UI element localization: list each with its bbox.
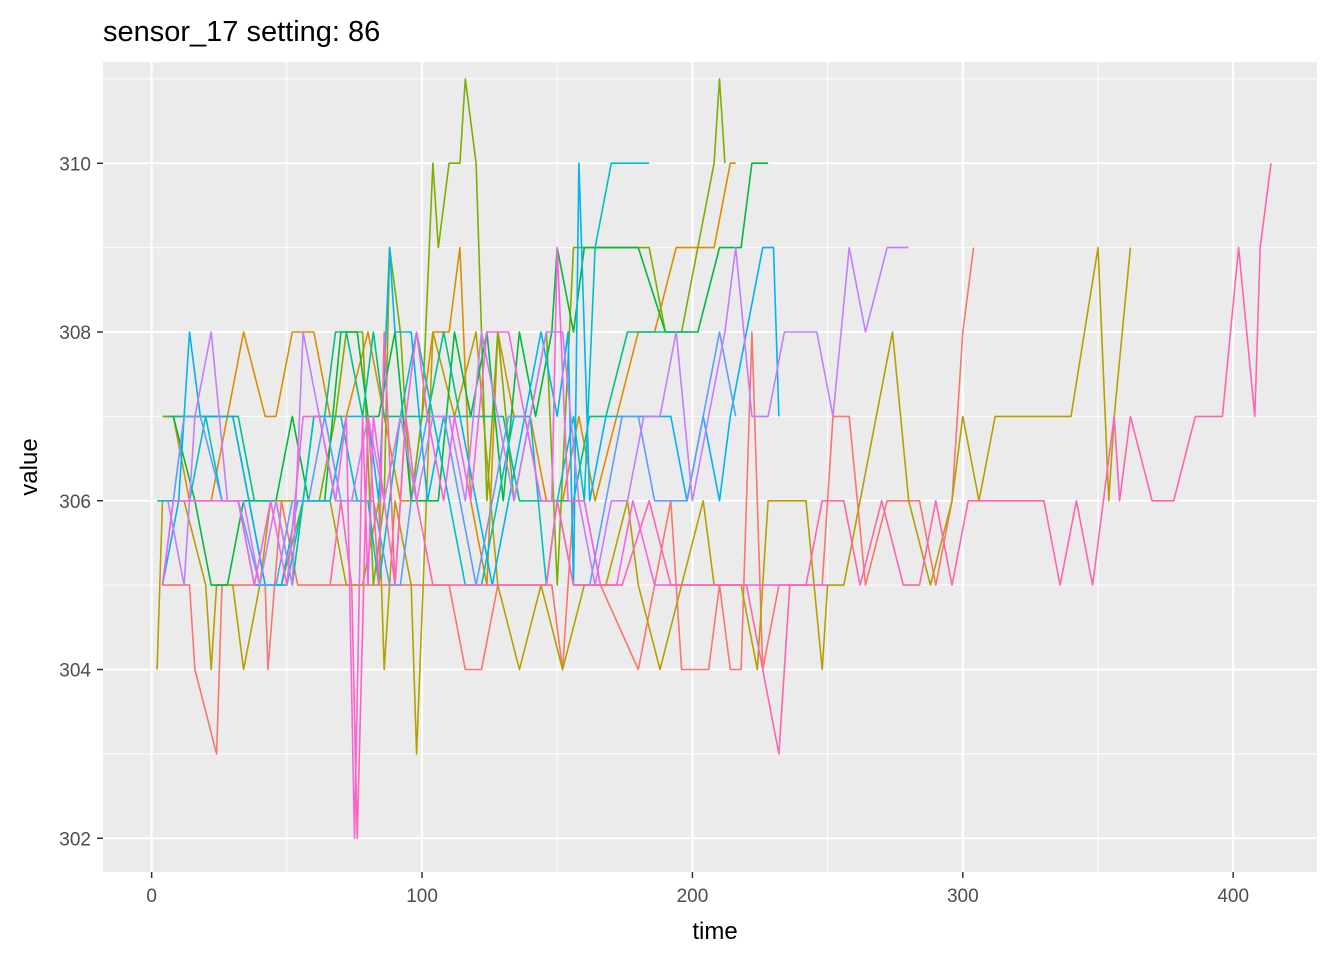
x-tick-label: 400 [1217,886,1249,907]
y-tick-label: 304 [59,661,91,682]
x-tick-label: 200 [677,886,709,907]
y-tick-label: 310 [59,154,91,175]
y-tick-label: 306 [59,492,91,513]
series-line-12 [329,163,1272,840]
series-layer [156,78,1272,840]
chart-title: sensor_17 setting: 86 [103,16,380,48]
x-axis-title: time [692,918,737,945]
series-line-10 [167,246,909,586]
y-tick-label: 302 [59,829,91,850]
x-axis-ticks: 0 100 200 300 400 [146,872,1249,907]
x-tick-label: 300 [947,886,979,907]
y-axis-ticks: 302 304 306 308 310 [59,154,103,850]
x-tick-label: 0 [146,886,157,907]
y-axis-title: value [16,438,43,495]
y-tick-label: 308 [59,323,91,344]
x-tick-label: 100 [406,886,438,907]
series-line-3 [156,246,1132,755]
plot-panel [103,62,1317,872]
